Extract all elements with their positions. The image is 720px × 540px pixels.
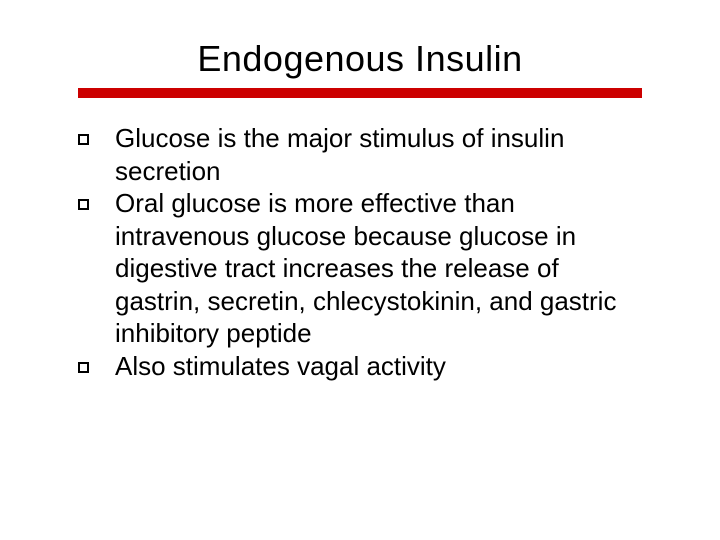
bullet-list: Glucose is the major stimulus of insulin…: [30, 122, 690, 382]
square-bullet-icon: [78, 134, 89, 145]
square-bullet-icon: [78, 199, 89, 210]
bullet-text: Glucose is the major stimulus of insulin…: [115, 122, 642, 187]
bullet-text: Oral glucose is more effective than intr…: [115, 187, 642, 350]
slide-title: Endogenous Insulin: [30, 38, 690, 80]
list-item: Oral glucose is more effective than intr…: [78, 187, 642, 350]
square-bullet-icon: [78, 362, 89, 373]
list-item: Glucose is the major stimulus of insulin…: [78, 122, 642, 187]
slide-container: Endogenous Insulin Glucose is the major …: [0, 0, 720, 540]
title-underline: [78, 88, 642, 98]
list-item: Also stimulates vagal activity: [78, 350, 642, 383]
bullet-text: Also stimulates vagal activity: [115, 350, 446, 383]
